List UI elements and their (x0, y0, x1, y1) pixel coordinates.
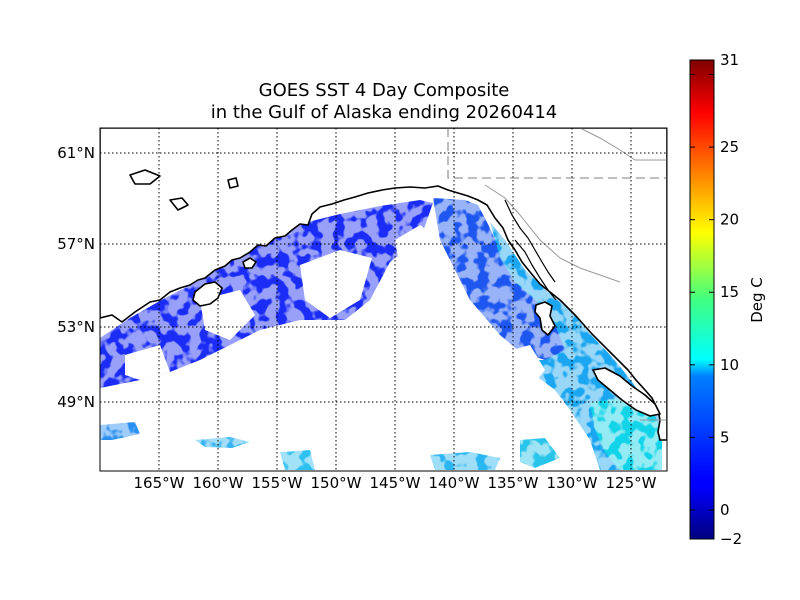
land-masses (100, 128, 667, 441)
lon-label-125W: 125°W (606, 474, 657, 492)
haida-gwaii (534, 301, 556, 336)
graticule (100, 128, 667, 471)
inside-passage-islands-2 (514, 239, 557, 301)
alaska-canada-border (447, 128, 667, 179)
northern-border-segment (579, 128, 667, 161)
colorbar-tick-label: 10 (720, 356, 739, 374)
bc-yukon-border (484, 184, 621, 283)
map-area (100, 128, 667, 471)
colorbar-gradient (689, 59, 715, 540)
colorbar-ticks: −2 0 5 10 15 20 25 31 (690, 51, 742, 548)
map-frame (99, 127, 668, 472)
vancouver-island (592, 367, 661, 417)
colorbar-tick-label: 5 (720, 428, 730, 446)
interior-lakes-2 (227, 177, 239, 189)
colorbar-label: Deg C (748, 277, 766, 323)
colorbar-tick-label: 20 (720, 211, 739, 229)
lon-label-140W: 140°W (429, 474, 480, 492)
lon-label-160W: 160°W (193, 474, 244, 492)
political-borders (447, 128, 667, 421)
colorbar-tick-label: 31 (720, 51, 739, 69)
parallel-labels: 61°N 57°N 53°N 49°N (57, 144, 95, 411)
lat-label-57N: 57°N (57, 235, 95, 253)
lat-label-61N: 61°N (57, 144, 95, 162)
lon-label-135W: 135°W (488, 474, 539, 492)
colorbar: −2 0 5 10 15 20 25 31 Deg C (689, 51, 766, 548)
bristol-bay-coast (129, 169, 161, 185)
alaska-mainland (100, 128, 667, 441)
interior-lakes-1 (169, 197, 189, 211)
lat-label-53N: 53°N (57, 318, 95, 336)
colorbar-tick-label: 15 (720, 283, 739, 301)
lon-label-130W: 130°W (547, 474, 598, 492)
colorbar-tick-label: 25 (720, 138, 739, 156)
kodiak-island (192, 281, 223, 307)
lat-label-49N: 49°N (57, 393, 95, 411)
lon-label-165W: 165°W (134, 474, 185, 492)
lon-label-145W: 145°W (370, 474, 421, 492)
map-title-line-2: in the Gulf of Alaska ending 20260414 (210, 102, 558, 123)
map-title-line-1: GOES SST 4 Day Composite (258, 80, 510, 101)
lon-label-155W: 155°W (252, 474, 303, 492)
meridian-labels: 165°W 160°W 155°W 150°W 145°W 140°W 135°… (134, 474, 657, 492)
colorbar-tick-label: −2 (720, 530, 742, 548)
colorbar-tick-label: 0 (720, 501, 730, 519)
lon-label-150W: 150°W (311, 474, 362, 492)
kenai-islands (242, 257, 257, 269)
